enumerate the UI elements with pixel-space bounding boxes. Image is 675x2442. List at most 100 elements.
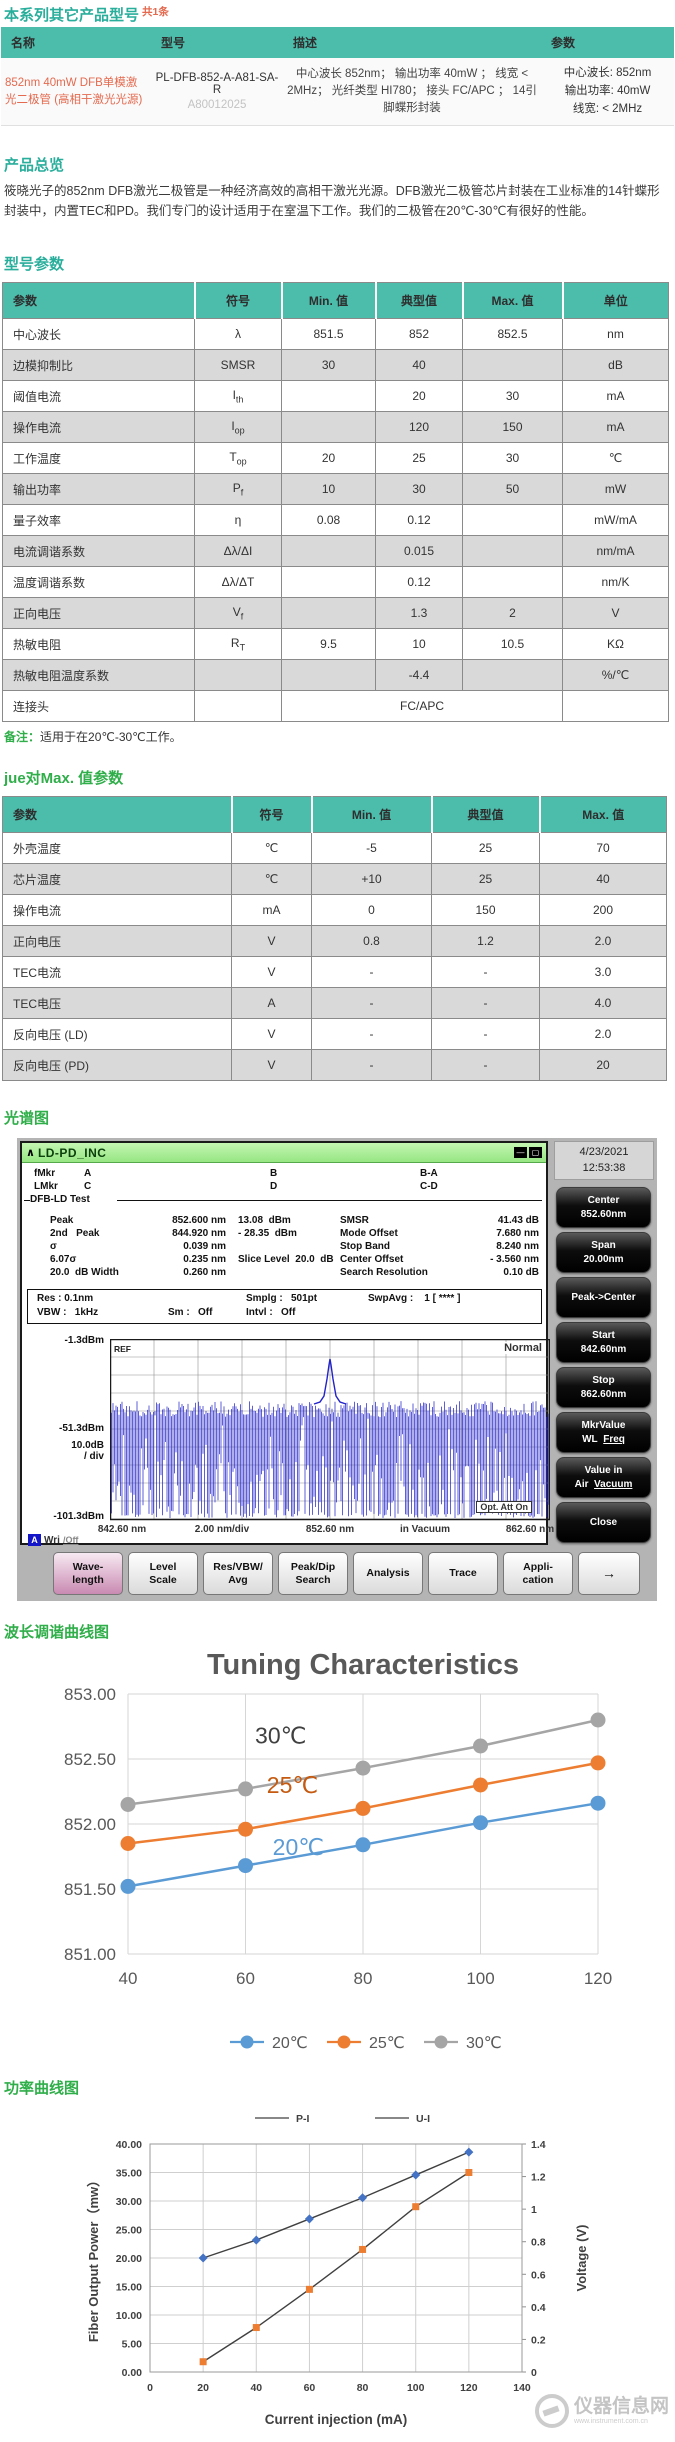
y-axis-top-label: -1.3dBm (64, 1335, 104, 1347)
spec-value: 0.08 (281, 504, 376, 537)
softkey-start[interactable]: Start 842.60nm (556, 1322, 651, 1364)
toolbar-button-trace[interactable]: Trace (428, 1552, 498, 1596)
product-name-link[interactable]: 852nm 40mW DFB单模激光二极管 (高相干激光光源) (1, 58, 151, 127)
spec-symbol: Iop (194, 411, 282, 444)
softkey-span[interactable]: Span 20.00nm (556, 1232, 651, 1274)
spec-param-name: 反向电压 (LD) (2, 1018, 232, 1051)
softkey-value-in[interactable]: Value in Air Vacuum (556, 1457, 651, 1499)
spec-param-name: 电流调谐系数 (2, 535, 195, 568)
spec-value: 30 (375, 473, 463, 506)
note-label: 备注： (4, 730, 41, 745)
toolbar-button-wavelength[interactable]: Wave-length (53, 1552, 123, 1596)
svg-text:852.00: 852.00 (64, 1815, 116, 1834)
spec-value: 10 (281, 473, 376, 506)
toolbar-button-next-page[interactable]: → (578, 1552, 640, 1596)
softkey-label: WL Freq (582, 1434, 625, 1446)
tuning-chart: Tuning Characteristics 851.00 851.50 852.00… (0, 1646, 675, 2071)
spec-param-name: 工作温度 (2, 442, 195, 475)
spec-row: 工作温度 Top 20 25 30 ℃ (2, 442, 669, 475)
spec-value (281, 659, 376, 692)
power-heading: 功率曲线图 (4, 2080, 80, 2098)
spec-value: 30 (462, 442, 563, 475)
product-row: 852nm 40mW DFB单模激光二极管 (高相干激光光源) PL-DFB-8… (1, 58, 674, 127)
readout-value: 8.240 nm (496, 1241, 539, 1253)
spec-row: 输出功率 Pf 10 30 50 mW (2, 473, 669, 506)
osa-softkey-panel: 4/23/2021 12:53:38 Center 852.60nm Span 20.… (554, 1141, 654, 1545)
spec-symbol: Ith (194, 380, 282, 413)
optical-spectrum-analyzer: ∧ LD-PD_INC — ▢ fMkr A B B-A LMkr C D C-D DFB-LD… (17, 1138, 657, 1602)
readout-label: SMSR (340, 1215, 369, 1227)
setting-vbw: VBW : 1kHz (37, 1307, 99, 1319)
softkey-mkr-value[interactable]: MkrValue WL Freq (556, 1412, 651, 1454)
product-model-code: A80012025 (187, 99, 247, 112)
spec-unit: %/℃ (562, 659, 669, 692)
trace-mode-label: Normal (501, 1342, 545, 1355)
softkey-stop[interactable]: Stop 862.60nm (556, 1367, 651, 1409)
spec2-header-row: 参数 符号 Min. 值典型值 Max. 值 (2, 796, 667, 834)
svg-text:30.00: 30.00 (116, 2196, 142, 2208)
softkey-peak-to-center[interactable]: Peak->Center (556, 1277, 651, 1319)
readout-value-2: - 28.35 dBm (238, 1228, 297, 1240)
spec-value: - (311, 1049, 432, 1082)
x-axis-tick-label: 2.00 nm/div (194, 1524, 250, 1536)
spec-value (462, 504, 563, 537)
toolbar-button-peak-dip-search[interactable]: Peak/Dip Search (278, 1552, 348, 1596)
spec-param-name: 热敏电阻 (2, 628, 195, 661)
spec-value: 0.12 (375, 566, 463, 599)
spec-value: - (431, 956, 540, 989)
spec-unit: dB (562, 349, 669, 382)
toolbar-button-label: Analysis (366, 1567, 410, 1580)
spec-value (281, 597, 376, 630)
spec-value (281, 535, 376, 568)
svg-text:5.00: 5.00 (122, 2339, 143, 2351)
svg-text:Voltage (V): Voltage (V) (574, 2225, 589, 2292)
toolbar-button-analysis[interactable]: Analysis (353, 1552, 423, 1596)
x-axis-label-row: 842.60 nm 2.00 nm/div 852.60 nm in Vacuum 86… (98, 1524, 554, 1536)
toolbar-button-label: length (72, 1573, 104, 1586)
spec-value: 851.5 (281, 318, 376, 351)
overview-text: 筱晓光子的852nm DFB激光二极管是一种经济高效的高相干激光光源。DFB激光… (4, 184, 660, 219)
toolbar-button-res-vbw-avg[interactable]: Res/VBW/Avg (203, 1552, 273, 1596)
softkey-center[interactable]: Center 852.60nm (556, 1187, 651, 1229)
maximize-icon[interactable]: ▢ (529, 1147, 542, 1159)
readout-label: Search Resolution (340, 1267, 428, 1279)
spec-param-name: 操作电流 (2, 411, 195, 444)
toolbar-button-level-scale[interactable]: Level Scale (128, 1552, 198, 1596)
spec-unit: nm/mA (562, 535, 669, 568)
spec-value: -5 (311, 832, 432, 865)
osa-heading: 光谱图 (4, 1110, 50, 1128)
osa-window-title: LD-PD_INC (37, 1145, 107, 1160)
toolbar-button-label: Appli- (523, 1560, 553, 1573)
spec-symbol (194, 690, 282, 723)
svg-text:80: 80 (357, 2382, 369, 2394)
marker-col-1: A (84, 1168, 92, 1180)
spec-symbol: λ (194, 318, 282, 351)
minimize-icon[interactable]: — (514, 1147, 527, 1159)
spec-column-header: 典型值 (430, 796, 540, 834)
spec-symbol: η (194, 504, 282, 537)
softkey-label: MkrValue (581, 1420, 626, 1432)
spec-value (281, 411, 376, 444)
toolbar-button-application[interactable]: Appli-cation (503, 1552, 573, 1596)
spec-param-name: 芯片温度 (2, 863, 232, 896)
softkey-close[interactable]: Close (556, 1502, 651, 1544)
spec-value: 4.0 (539, 987, 667, 1020)
spec-column-header: 单位 (561, 282, 669, 320)
svg-text:0.6: 0.6 (531, 2270, 546, 2282)
trace-indicator: A Wri /Off (28, 1534, 78, 1547)
y-axis-bottom-label: -101.3dBm (53, 1511, 104, 1523)
spec-value (281, 380, 376, 413)
svg-text:20℃: 20℃ (273, 1835, 324, 1861)
spec-symbol: ℃ (231, 863, 312, 896)
marker-col-3: B-A (420, 1168, 438, 1180)
softkey-label: Stop (592, 1375, 615, 1387)
spec1-heading: 型号参数 (4, 256, 65, 274)
spec-symbol: mA (231, 894, 312, 927)
softkey-label: Start (592, 1330, 615, 1342)
spec2-heading: jue对Max. 值参数 (4, 770, 124, 788)
svg-text:30℃: 30℃ (255, 1723, 306, 1749)
products-column-header: 型号 (151, 27, 283, 58)
spec-unit: mW/mA (562, 504, 669, 537)
readout-label: Peak (50, 1215, 74, 1227)
spec-value: - (311, 956, 432, 989)
